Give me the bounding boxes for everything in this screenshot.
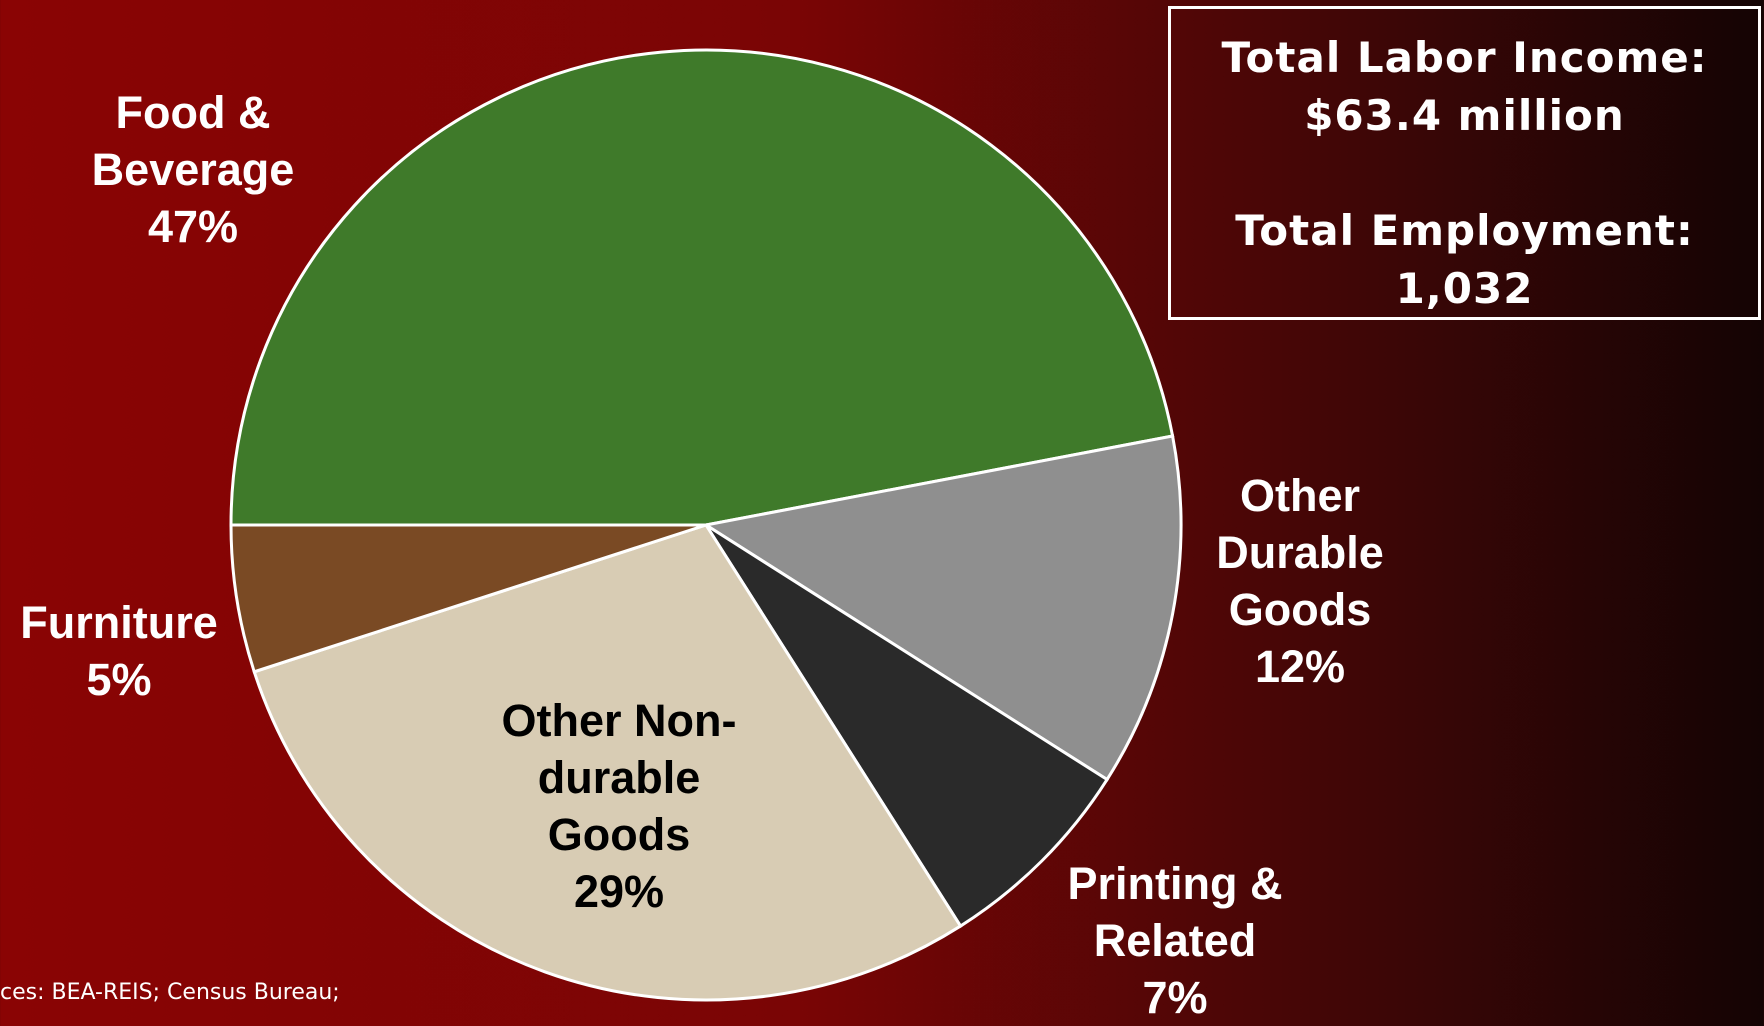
info-line: $63.4 million (1304, 91, 1625, 140)
info-box: Total Labor Income: $63.4 million Total … (1168, 6, 1761, 320)
pie-slice (229, 523, 707, 674)
category-label: Other Durable Goods (1216, 470, 1384, 635)
category-label: Printing & Related (1067, 858, 1283, 966)
source-note: ces: BEA-REIS; Census Bureau; (0, 980, 340, 1005)
pie-slice (701, 434, 1183, 782)
value-label: 29% (573, 866, 665, 917)
category-label: Other Non-durable Goods (501, 695, 737, 860)
slice-label: Other Durable Goods 12% (1190, 467, 1410, 695)
pie-slice (704, 523, 1110, 929)
slice-label: Furniture 5% (0, 594, 239, 708)
pie-slice (252, 523, 963, 1002)
value-label: 12% (1254, 641, 1346, 692)
info-line: Total Labor Income: (1221, 33, 1708, 82)
value-label: 7% (1142, 972, 1208, 1023)
slice-label: Printing & Related 7% (1035, 855, 1315, 1026)
info-line: 1,032 (1395, 264, 1534, 313)
value-label: 5% (86, 654, 152, 705)
pie-slice (229, 48, 1175, 527)
slice-label: Other Non-durable Goods 29% (479, 692, 759, 920)
value-label: 47% (147, 201, 239, 252)
category-label: Food & Beverage (91, 87, 295, 195)
category-label: Furniture (20, 597, 218, 648)
info-line: Total Employment: (1235, 206, 1694, 255)
slice-label: Food & Beverage 47% (53, 84, 333, 255)
